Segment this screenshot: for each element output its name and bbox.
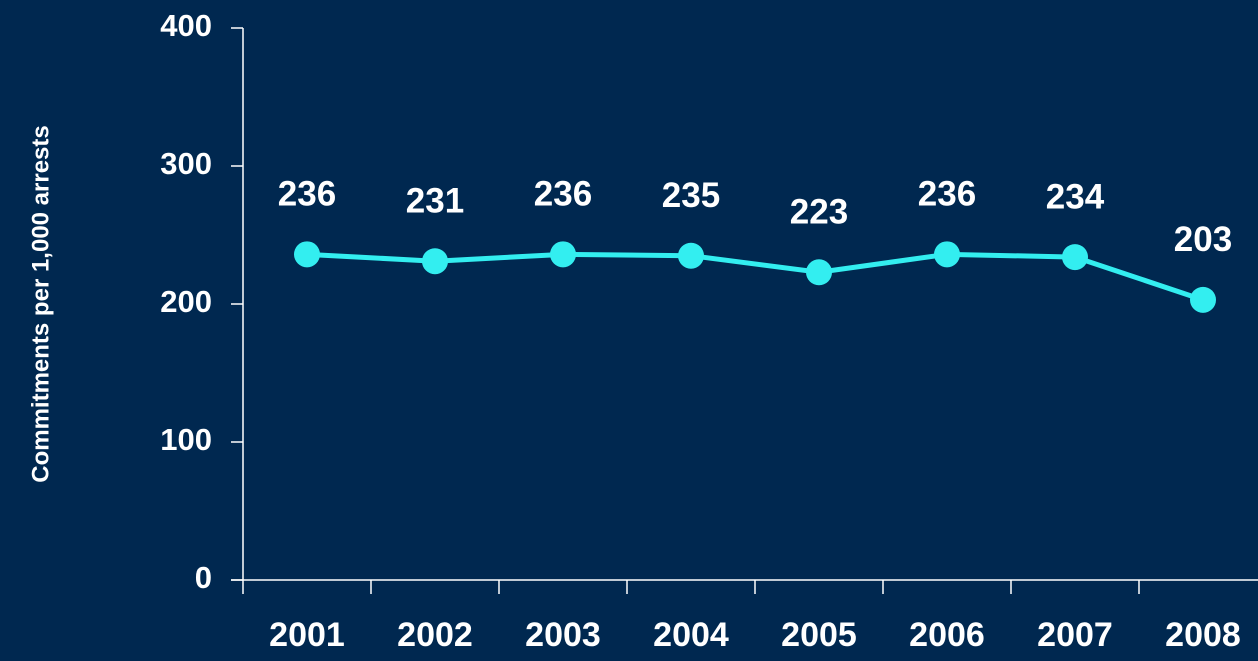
y-tick-label: 100 <box>160 422 212 457</box>
y-tick-label: 300 <box>160 146 212 181</box>
data-label: 236 <box>278 175 336 214</box>
point <box>678 242 704 269</box>
y-tick-label: 400 <box>160 8 212 43</box>
x-tick-label: 2001 <box>269 616 345 654</box>
x-tick-label: 2005 <box>781 616 857 654</box>
data-label: 223 <box>790 193 848 232</box>
data-label: 203 <box>1174 220 1232 259</box>
x-tick-label: 2002 <box>397 616 473 654</box>
point <box>1190 286 1216 313</box>
series-line <box>306 251 1204 303</box>
data-label: 236 <box>918 175 976 214</box>
x-tick-label: 2008 <box>1165 616 1241 654</box>
data-label: 235 <box>662 176 720 215</box>
y-tick-label: 200 <box>160 284 212 319</box>
x-tick-label: 2004 <box>653 616 729 654</box>
point <box>1062 244 1088 271</box>
data-label: 236 <box>534 175 592 214</box>
y-tick-label: 0 <box>195 560 212 595</box>
point <box>422 248 448 275</box>
point <box>294 241 320 268</box>
x-tick-label: 2007 <box>1037 616 1113 654</box>
point <box>806 259 832 286</box>
data-label: 231 <box>406 181 464 220</box>
x-tick-label: 2006 <box>909 616 985 654</box>
point <box>934 241 960 268</box>
point <box>550 241 576 268</box>
y-axis-label: Commitments per 1,000 arrests <box>27 125 54 483</box>
data-label: 234 <box>1046 177 1105 216</box>
x-tick-label: 2003 <box>525 616 601 654</box>
